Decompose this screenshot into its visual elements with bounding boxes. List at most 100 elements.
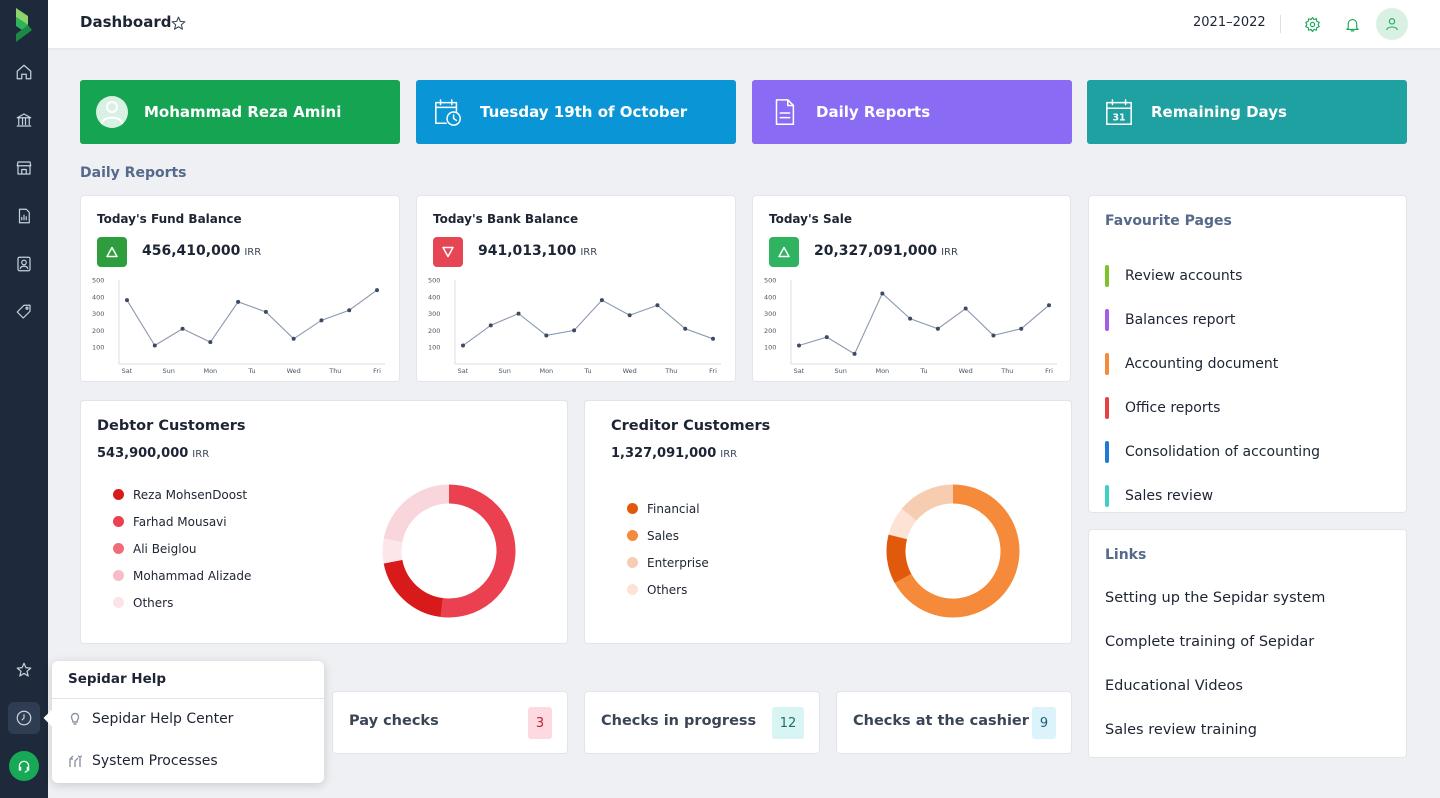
legend-dot: [113, 570, 124, 581]
contacts-icon[interactable]: [12, 252, 36, 276]
favourite-page-item[interactable]: Office reports: [1105, 386, 1320, 430]
creditor-customers-card: Creditor Customers 1,327,091,000 IRR Fina…: [584, 400, 1072, 644]
help-popup: Sepidar Help Sepidar Help Center System …: [52, 661, 324, 783]
fiscal-year-selector[interactable]: 2021–2022: [1193, 15, 1266, 30]
link-item[interactable]: Educational Videos: [1105, 678, 1243, 694]
process-icon: [69, 755, 82, 767]
y-tick-label: 500: [764, 277, 776, 285]
favourite-page-item[interactable]: Review accounts: [1105, 254, 1320, 298]
donut-segment-sales: [894, 484, 1020, 618]
x-tick-label: Sat: [458, 367, 469, 375]
y-tick-label: 200: [92, 327, 104, 335]
document-icon: [768, 96, 800, 128]
legend-dot: [113, 516, 124, 527]
kpi-title: Today's Sale: [769, 212, 852, 226]
notifications-bell-icon[interactable]: [1342, 14, 1362, 34]
kpi-value: 941,013,100 IRR: [478, 243, 598, 259]
x-tick-label: Tu: [919, 367, 927, 375]
donut-segment-financial: [886, 534, 912, 584]
svg-text:31: 31: [1112, 112, 1125, 123]
series-line: [462, 299, 714, 346]
user-avatar[interactable]: [1376, 8, 1408, 40]
trend-up-icon: [769, 237, 799, 267]
lightbulb-icon: [70, 712, 80, 725]
y-tick-label: 300: [428, 310, 440, 318]
data-point: [797, 343, 801, 348]
data-point: [572, 328, 577, 333]
legend-label: Farhad Mousavi: [133, 514, 227, 529]
system-processes-item[interactable]: System Processes: [68, 749, 218, 773]
data-point: [683, 326, 688, 331]
favourite-color-bar: [1105, 441, 1109, 463]
favourite-page-item[interactable]: Balances report: [1105, 298, 1320, 342]
creditor-legend: Financial Sales Enterprise Others: [627, 495, 709, 603]
donut-segment-farhad-mousavi: [440, 484, 516, 618]
bank-icon[interactable]: [12, 108, 36, 132]
data-point: [375, 288, 379, 293]
banner-date[interactable]: Tuesday 19th of October: [416, 80, 736, 144]
help-center-item[interactable]: Sepidar Help Center: [68, 707, 233, 731]
series-line: [126, 289, 378, 347]
x-tick-label: Fri: [373, 367, 381, 375]
legend-label: Others: [133, 595, 174, 610]
y-tick-label: 400: [428, 293, 440, 301]
legend-label: Others: [647, 582, 688, 597]
x-tick-label: Sun: [498, 367, 510, 375]
page-title: Dashboard: [80, 13, 172, 31]
x-tick-label: Fri: [1045, 367, 1053, 375]
donut-segment-enterprise: [901, 484, 954, 522]
x-tick-label: Thu: [664, 367, 677, 375]
sepidar-logo[interactable]: [12, 8, 36, 42]
home-icon[interactable]: [12, 60, 36, 84]
donut-segment-others: [383, 484, 450, 543]
pay-checks-card[interactable]: Pay checks 3: [332, 691, 568, 754]
legend-label: Ali Beiglou: [133, 541, 197, 556]
legend-item: Sales: [627, 522, 709, 549]
report-icon[interactable]: [12, 204, 36, 228]
link-item[interactable]: Sales review training: [1105, 722, 1257, 738]
check-label: Checks in progress: [601, 713, 757, 729]
legend-item: Enterprise: [627, 549, 709, 576]
calendar-clock-icon: [432, 96, 464, 128]
favourite-page-item[interactable]: Consolidation of accounting: [1105, 430, 1320, 474]
checks-in-progress-card[interactable]: Checks in progress 12: [584, 691, 820, 754]
support-headset-icon[interactable]: [9, 751, 39, 781]
link-item[interactable]: Complete training of Sepidar: [1105, 634, 1315, 650]
data-point: [655, 303, 660, 308]
checks-at-cashier-card[interactable]: Checks at the cashier 9: [836, 691, 1072, 754]
data-point: [627, 313, 632, 318]
favourite-page-item[interactable]: Sales review: [1105, 474, 1320, 518]
x-tick-label: Fri: [709, 367, 717, 375]
help-center-label: Sepidar Help Center: [92, 711, 234, 727]
x-tick-label: Wed: [623, 367, 637, 375]
creditor-donut-chart: [886, 484, 1020, 618]
data-point: [1019, 326, 1024, 331]
x-tick-label: Tu: [583, 367, 591, 375]
debtor-legend: Reza MohsenDoost Farhad Mousavi Ali Beiglo…: [113, 481, 251, 616]
help-popup-title: Sepidar Help: [68, 671, 167, 687]
data-point: [208, 340, 213, 345]
x-tick-label: Mon: [875, 367, 889, 375]
x-tick-label: Sat: [122, 367, 133, 375]
help-icon[interactable]: [8, 702, 40, 734]
data-point: [319, 318, 324, 323]
favourite-color-bar: [1105, 485, 1109, 507]
x-tick-label: Sun: [162, 367, 174, 375]
tag-icon[interactable]: [12, 300, 36, 324]
favourite-page-label: Office reports: [1125, 400, 1221, 416]
favourite-star-icon[interactable]: [170, 15, 188, 33]
banner-remaining-days[interactable]: 31 Remaining Days: [1087, 80, 1407, 144]
settings-gear-icon[interactable]: [1302, 14, 1322, 34]
sidebar: [0, 0, 48, 798]
favourites-star-icon[interactable]: [12, 658, 36, 682]
trend-up-icon: [97, 237, 127, 267]
favourite-page-item[interactable]: Accounting document: [1105, 342, 1320, 386]
store-icon[interactable]: [12, 156, 36, 180]
user-avatar-icon: [96, 96, 128, 128]
banner-daily-reports[interactable]: Daily Reports: [752, 80, 1072, 144]
banner-user[interactable]: Mohammad Reza Amini: [80, 80, 400, 144]
data-point: [291, 336, 296, 341]
kpi-title: Today's Fund Balance: [97, 212, 242, 226]
link-item[interactable]: Setting up the Sepidar system: [1105, 590, 1326, 606]
links-card: Links Setting up the Sepidar system Compl…: [1088, 529, 1407, 758]
